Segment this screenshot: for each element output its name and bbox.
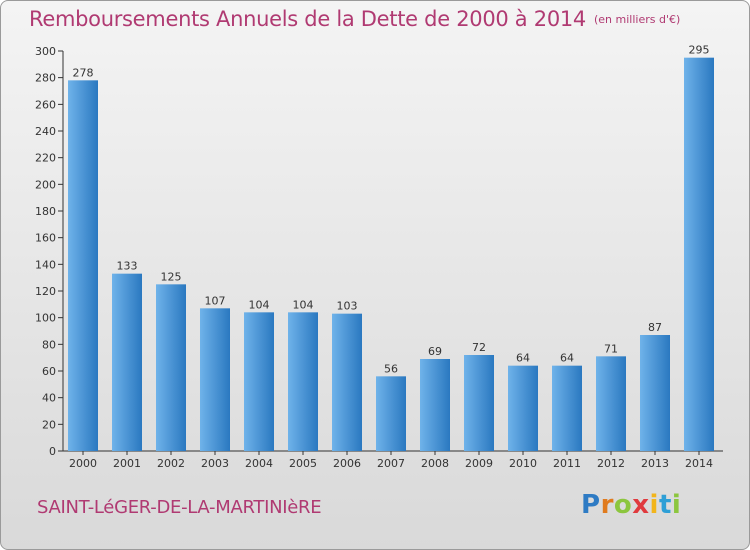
x-tick-label: 2014 xyxy=(685,457,713,470)
y-tick-label: 140 xyxy=(35,258,56,271)
bar-value-label: 71 xyxy=(604,342,618,355)
x-tick-label: 2006 xyxy=(333,457,361,470)
bar xyxy=(244,312,274,451)
bar xyxy=(420,359,450,451)
logo-letter: t xyxy=(659,490,672,520)
y-tick-label: 200 xyxy=(35,178,56,191)
x-tick-label: 2009 xyxy=(465,457,493,470)
y-tick-label: 40 xyxy=(42,392,56,405)
bar xyxy=(684,58,714,451)
chart-bars xyxy=(68,58,714,451)
bar xyxy=(156,284,186,451)
bar xyxy=(332,314,362,451)
y-tick-label: 240 xyxy=(35,125,56,138)
bar-value-label: 87 xyxy=(648,321,662,334)
bar xyxy=(508,366,538,451)
x-tick-label: 2002 xyxy=(157,457,185,470)
bar-chart: 0 20 40 60 80 100 120 140 160 180 200 220 240 260 280 3… xyxy=(1,1,750,550)
x-tick-label: 2012 xyxy=(597,457,625,470)
y-tick-label: 260 xyxy=(35,98,56,111)
logo-letter: i xyxy=(650,490,659,520)
y-tick-label: 280 xyxy=(35,72,56,85)
y-tick-label: 80 xyxy=(42,338,56,351)
y-tick-label: 0 xyxy=(49,445,56,458)
x-tick-label: 2000 xyxy=(69,457,97,470)
y-tick-label: 120 xyxy=(35,285,56,298)
bar-value-label: 72 xyxy=(472,341,486,354)
bar-value-label: 104 xyxy=(293,298,314,311)
x-tick-label: 2008 xyxy=(421,457,449,470)
logo-letter: x xyxy=(632,490,649,520)
bar-value-label: 69 xyxy=(428,345,442,358)
y-tick-label: 300 xyxy=(35,45,56,58)
x-tick-label: 2004 xyxy=(245,457,273,470)
x-tick-label: 2011 xyxy=(553,457,581,470)
y-tick-label: 180 xyxy=(35,205,56,218)
bar xyxy=(464,355,494,451)
logo-letter: i xyxy=(672,490,681,520)
bar-value-label: 64 xyxy=(560,352,574,365)
bar-value-label: 104 xyxy=(249,298,270,311)
bar xyxy=(68,80,98,451)
bar-value-label: 125 xyxy=(161,270,182,283)
x-tick-label: 2013 xyxy=(641,457,669,470)
bar-value-label: 133 xyxy=(117,260,138,273)
chart-frame: Remboursements Annuels de la Dette de 20… xyxy=(0,0,750,550)
bar-value-label: 103 xyxy=(337,300,358,313)
bar-value-label: 295 xyxy=(689,44,710,57)
y-tick-label: 100 xyxy=(35,312,56,325)
bar xyxy=(640,335,670,451)
x-tick-label: 2007 xyxy=(377,457,405,470)
logo-letter: P xyxy=(581,490,601,520)
y-tick-label: 60 xyxy=(42,365,56,378)
x-tick-label: 2001 xyxy=(113,457,141,470)
x-tick-label: 2003 xyxy=(201,457,229,470)
proxiti-logo[interactable]: Proxiti xyxy=(581,490,681,520)
bar-value-label: 64 xyxy=(516,352,530,365)
bar-value-label: 107 xyxy=(205,294,226,307)
bar xyxy=(112,274,142,451)
bar xyxy=(200,308,230,451)
y-tick-label: 160 xyxy=(35,232,56,245)
bar xyxy=(376,376,406,451)
bar xyxy=(596,356,626,451)
y-tick-label: 220 xyxy=(35,152,56,165)
bar-value-label: 278 xyxy=(73,66,94,79)
town-name: SAINT-LéGER-DE-LA-MARTINIèRE xyxy=(37,497,321,518)
logo-letter: o xyxy=(614,490,632,520)
bar-value-label: 56 xyxy=(384,362,398,375)
bar xyxy=(552,366,582,451)
bar xyxy=(288,312,318,451)
y-tick-label: 20 xyxy=(42,418,56,431)
logo-letter: r xyxy=(601,490,614,520)
x-tick-label: 2010 xyxy=(509,457,537,470)
x-tick-label: 2005 xyxy=(289,457,317,470)
